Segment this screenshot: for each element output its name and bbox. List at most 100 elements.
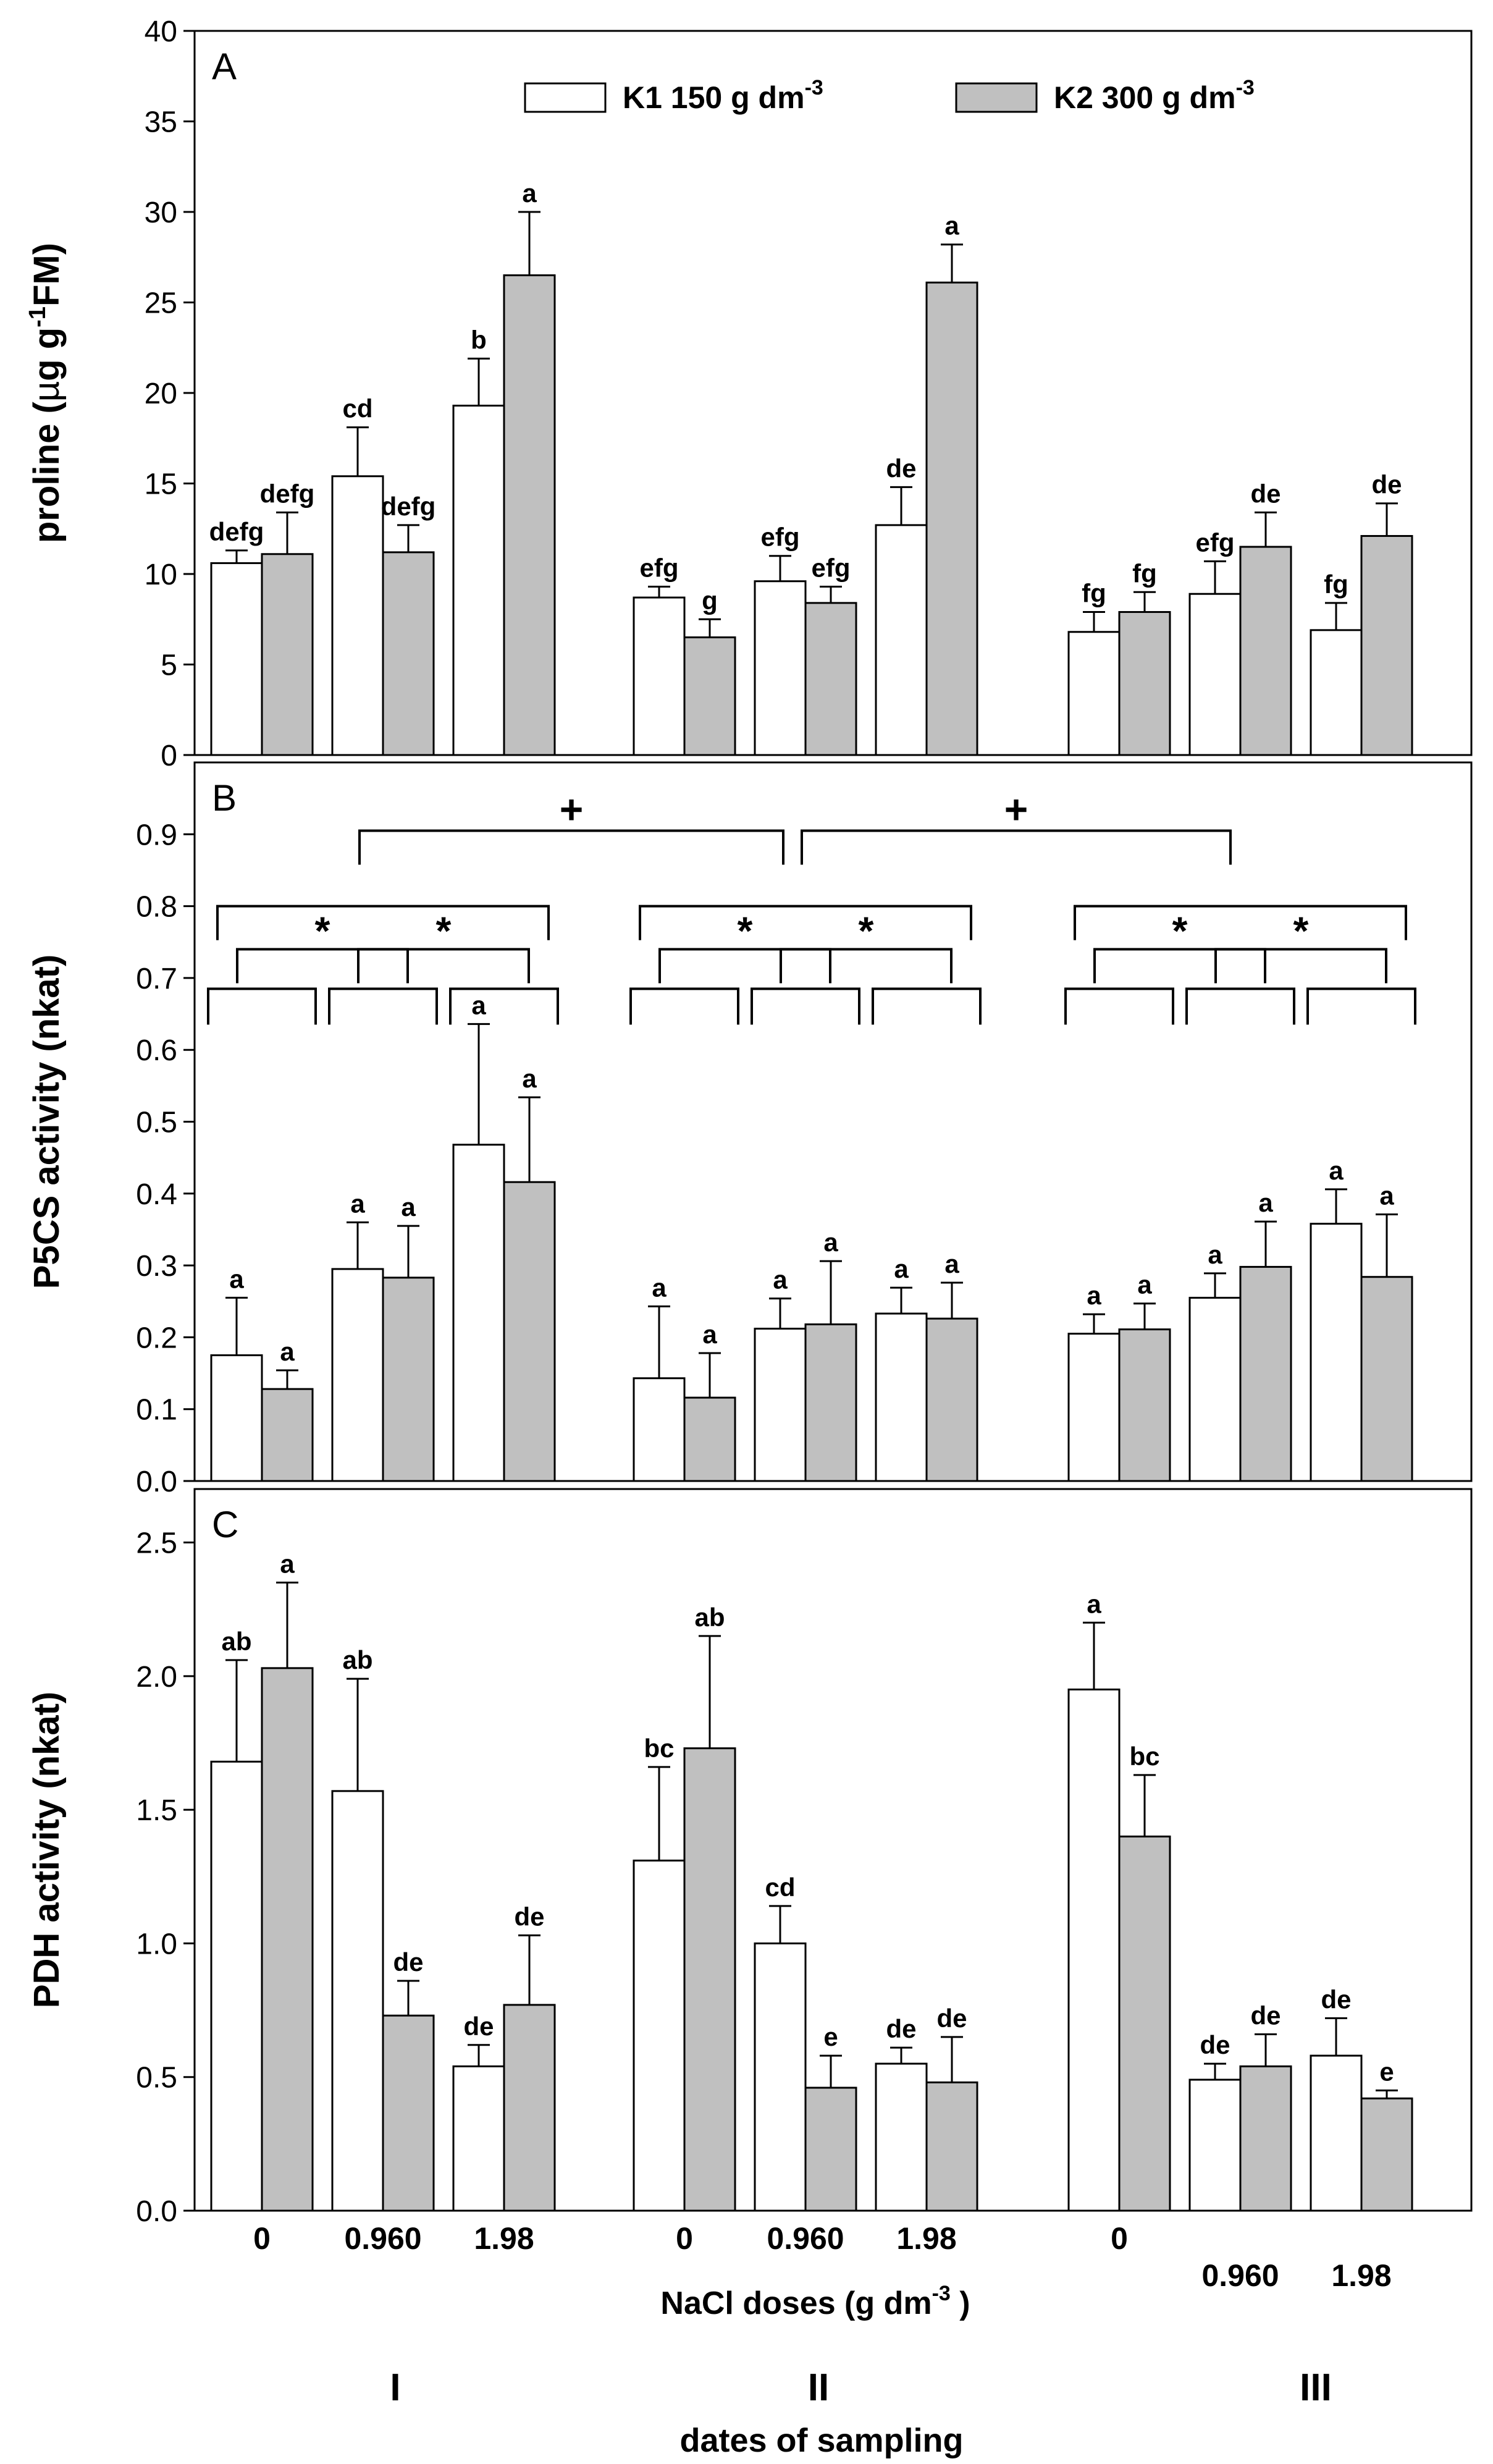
y-tick-label: 0.5 xyxy=(136,1107,177,1139)
bar-k2-300-g-dm-3-4 xyxy=(804,1323,857,1482)
bar-k2-300-g-dm-3-3 xyxy=(683,1747,736,2212)
significance-label: a xyxy=(522,179,537,208)
plus-symbol: + xyxy=(560,786,584,832)
y-tick-label: 2.0 xyxy=(136,1661,177,1694)
dose-bracket xyxy=(449,987,559,1025)
significance-label: a xyxy=(1137,1270,1152,1299)
significance-label: cd xyxy=(765,1873,795,1902)
group-bracket xyxy=(1074,905,1407,940)
x-axis: 0 0.960 1.98 0 0.960 1.98 0 0.960 1.98 NaCl doses… xyxy=(253,2221,1392,2459)
significance-label: a xyxy=(944,1249,959,1278)
star-symbol: * xyxy=(436,908,452,953)
bar-k1-150-g-dm-3-8 xyxy=(1310,2054,1363,2212)
bar-k1-150-g-dm-3-6 xyxy=(1067,631,1121,756)
bar-k1-150-g-dm-3-7 xyxy=(1188,593,1242,756)
y-tick-label: 0.2 xyxy=(136,1322,177,1354)
legend-label: K1 150 g dm-3 xyxy=(623,76,823,115)
significance-label: de xyxy=(936,2004,967,2033)
legend-item-1: K1 150 g dm-3 xyxy=(524,76,823,115)
bar-k1-150-g-dm-3-3 xyxy=(633,1859,686,2212)
y-axis-label: PDH activity (nkat) xyxy=(27,1692,67,2008)
dose-tick-label: 0 xyxy=(1111,2221,1128,2256)
dose-tick-label: 0.960 xyxy=(344,2221,421,2256)
bar-k1-150-g-dm-3-1 xyxy=(331,1268,384,1482)
legend: K1 150 g dm-3 K2 300 g dm-3 xyxy=(524,76,1255,115)
significance-label: de xyxy=(1250,479,1281,508)
bar-k2-300-g-dm-3-2 xyxy=(503,274,556,756)
y-tick-label: 15 xyxy=(145,468,177,501)
date-label: II xyxy=(808,2366,829,2409)
significance-label: fg xyxy=(1324,570,1348,599)
date-title: dates of sampling xyxy=(679,2422,963,2459)
bar-k1-150-g-dm-3-2 xyxy=(452,1144,505,1482)
y-tick-label: 5 xyxy=(161,649,177,682)
dose-bracket xyxy=(328,987,438,1025)
y-ticks: 0.0 0.1 0.2 0.3 0.4 0.5 0.6 0.7 0.8 0.9 xyxy=(136,819,195,1498)
bar-k1-150-g-dm-3-1 xyxy=(331,475,384,756)
group-bracket xyxy=(639,905,972,940)
bar-k1-150-g-dm-3-6 xyxy=(1067,1333,1121,1482)
dose-bracket xyxy=(629,987,739,1025)
bar-k2-300-g-dm-3-0 xyxy=(261,1667,314,2212)
significance-label: g xyxy=(702,586,718,615)
significance-label: fg xyxy=(1132,559,1157,588)
y-tick-label: 0.7 xyxy=(136,963,177,995)
bar-k2-300-g-dm-3-5 xyxy=(925,281,978,756)
significance-label: defg xyxy=(209,517,264,546)
significance-label: bc xyxy=(644,1734,674,1763)
y-tick-label: 25 xyxy=(145,287,177,320)
y-axis-label: proline (µg g-1FM) xyxy=(25,243,67,543)
y-tick-label: 2.5 xyxy=(136,1527,177,1560)
significance-label: de xyxy=(1200,2030,1230,2059)
bar-k2-300-g-dm-3-3 xyxy=(683,636,736,756)
dose-bracket xyxy=(1306,987,1416,1025)
bar-k1-150-g-dm-3-6 xyxy=(1067,1688,1121,2212)
y-tick-label: 0.5 xyxy=(136,2062,177,2095)
x-axis-label: NaCl doses (g dm-3 ) xyxy=(660,2282,970,2321)
significance-label: efg xyxy=(640,554,679,583)
dose-tick-label: 0 xyxy=(253,2221,271,2256)
significance-label: de xyxy=(1321,1985,1351,2014)
star-bracket xyxy=(658,948,831,984)
significance-label: e xyxy=(823,2022,838,2051)
dose-tick-label: 1.98 xyxy=(474,2221,534,2256)
significance-brackets: * * * * * * + + xyxy=(207,786,1416,1025)
bar-k2-300-g-dm-3-3 xyxy=(683,1396,736,1482)
star-symbol: * xyxy=(315,908,330,953)
panel-letter: B xyxy=(212,777,237,819)
y-tick-label: 0.1 xyxy=(136,1394,177,1427)
dose-bracket xyxy=(1064,987,1174,1025)
bar-k2-300-g-dm-3-7 xyxy=(1239,546,1292,756)
significance-label: a xyxy=(773,1265,788,1294)
plus-symbol: + xyxy=(1004,786,1028,832)
star-bracket xyxy=(1093,948,1266,984)
bar-k1-150-g-dm-3-3 xyxy=(633,596,686,756)
y-tick-label: 0.3 xyxy=(136,1250,177,1283)
y-tick-label: 1.0 xyxy=(136,1928,177,1960)
dose-bracket xyxy=(751,987,860,1025)
significance-label: efg xyxy=(1196,528,1235,557)
significance-label: cd xyxy=(342,394,372,423)
significance-label: defg xyxy=(381,492,436,521)
dose-tick-label: 0.960 xyxy=(767,2221,844,2256)
bar-k1-150-g-dm-3-0 xyxy=(210,1760,263,2212)
significance-label: a xyxy=(1087,1589,1101,1618)
bar-k2-300-g-dm-3-0 xyxy=(261,1388,314,1482)
significance-label: bc xyxy=(1129,1742,1159,1771)
bar-k2-300-g-dm-3-6 xyxy=(1118,1328,1171,1482)
dose-bracket xyxy=(872,987,982,1025)
bar-k2-300-g-dm-3-1 xyxy=(382,551,435,756)
y-tick-label: 0.9 xyxy=(136,819,177,851)
star-symbol: * xyxy=(859,908,874,953)
star-symbol: * xyxy=(1293,908,1309,953)
significance-label: e xyxy=(1379,2057,1394,2086)
dose-bracket xyxy=(207,987,317,1025)
significance-label: a xyxy=(1329,1156,1344,1185)
bar-k1-150-g-dm-3-3 xyxy=(633,1377,686,1482)
star-bracket xyxy=(780,948,953,984)
significance-label: de xyxy=(886,2014,916,2043)
